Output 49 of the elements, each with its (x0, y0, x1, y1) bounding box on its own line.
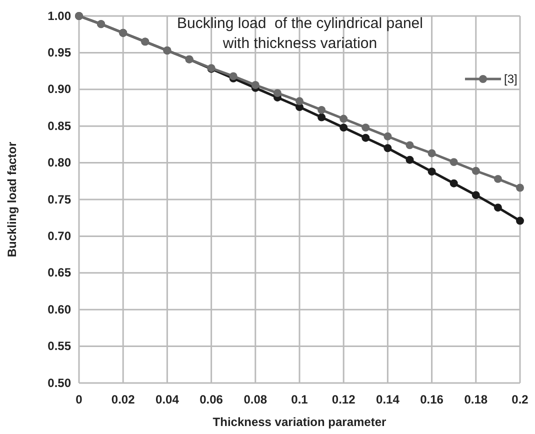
x-tick-label: 0.18 (464, 392, 488, 407)
y-tick-label: 0.95 (48, 46, 72, 60)
text: Buckling load of the cylindrical panel with thickness variation (177, 15, 423, 52)
x-tick-label: 0.1 (291, 392, 308, 407)
point (273, 89, 282, 98)
y-tick-label: 0.65 (48, 266, 72, 280)
point (384, 144, 392, 152)
point (472, 191, 480, 200)
point (296, 97, 304, 106)
y-axis-title: Buckling load factor (5, 142, 19, 258)
x-tick-label: 0.06 (200, 392, 224, 407)
x-tick-label: 0 (76, 392, 83, 407)
x-tick-label: 0.16 (420, 392, 444, 407)
point (251, 81, 260, 89)
point (516, 184, 524, 192)
x-tick-label: 0.08 (244, 392, 268, 407)
point (494, 174, 502, 183)
y-tick-label: 0.50 (48, 376, 72, 390)
point (472, 166, 480, 175)
point (450, 179, 458, 188)
point (384, 132, 392, 140)
point (340, 124, 348, 132)
point (450, 158, 458, 166)
x-tick-label: 0.2 (512, 392, 529, 407)
y-tick-label: 0.80 (48, 156, 72, 170)
point (428, 168, 436, 176)
point (428, 149, 436, 158)
y-tick-label: 1.00 (48, 8, 72, 23)
point (318, 113, 326, 122)
x-tick-label: 0.04 (156, 392, 180, 407)
point (340, 114, 348, 123)
y-tick-label: 0.90 (48, 82, 72, 96)
point (362, 124, 370, 132)
y-tick-label: 0.55 (48, 339, 72, 354)
x-tick-label: 0.02 (111, 392, 136, 407)
x-axis-title: Thickness variation parameter (212, 415, 387, 429)
point (406, 141, 414, 150)
point (494, 204, 502, 212)
y-tick-label: 0.70 (48, 229, 72, 244)
point (406, 156, 414, 164)
x-tick-label: 0.14 (376, 392, 400, 407)
x-tick-label: 0.12 (332, 392, 356, 407)
point (362, 134, 370, 142)
legend-label: [3] (504, 72, 518, 86)
y-tick-label: 0.85 (48, 118, 72, 133)
point (318, 106, 326, 114)
y-tick-label: 0.60 (48, 302, 72, 316)
y-tick-label: 0.75 (48, 192, 72, 206)
point (516, 216, 524, 225)
